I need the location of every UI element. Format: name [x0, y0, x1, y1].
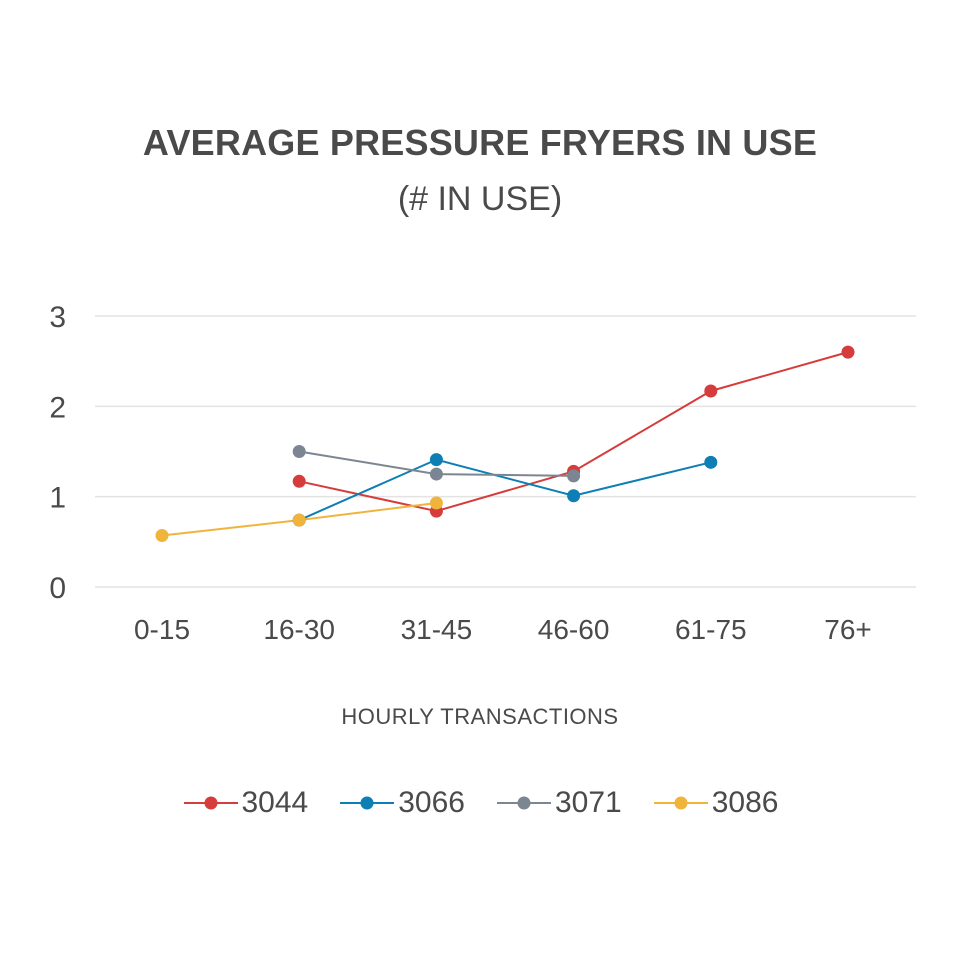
series-line-3044: [298, 351, 849, 513]
x-tick-label: 61-75: [675, 614, 747, 645]
legend-label: 3086: [711, 786, 779, 819]
legend-item-3066: 3066: [338, 786, 465, 820]
legend-marker: [653, 796, 708, 810]
data-point-3071: [292, 445, 306, 458]
y-tick-label: 2: [49, 391, 66, 424]
data-point-3044: [292, 474, 306, 488]
data-point-3066: [429, 453, 443, 467]
legend-label: 3044: [241, 786, 309, 819]
y-tick-label: 1: [49, 482, 66, 515]
x-tick-label: 0-15: [134, 614, 190, 645]
legend-item-3071: 3071: [495, 786, 622, 820]
data-point-3044: [704, 384, 718, 398]
legend-item-3044: 3044: [182, 786, 309, 820]
legend-marker: [340, 796, 395, 810]
data-point-3066: [567, 489, 581, 503]
series-lines: [161, 351, 849, 537]
x-tick-label: 31-45: [401, 614, 473, 645]
data-point-3044: [841, 345, 855, 359]
chart-title: AVERAGE PRESSURE FRYERS IN USE: [142, 122, 818, 163]
legend-label: 3066: [398, 786, 465, 819]
series-points: [155, 345, 855, 543]
y-tick-label: 3: [49, 301, 66, 334]
x-tick-label: 46-60: [538, 614, 610, 645]
legend-marker: [183, 796, 238, 810]
legend-item-3086: 3086: [652, 786, 779, 820]
x-tick-label: 16-30: [263, 614, 335, 645]
grid-lines: [95, 315, 916, 588]
x-tick-label: 76+: [824, 614, 872, 645]
x-tick-labels: 0-15 16-30 31-45 46-60 61-75 76+: [134, 614, 872, 645]
legend-marker: [497, 796, 551, 810]
legend-label: 3071: [555, 786, 622, 819]
data-point-3086: [292, 513, 306, 527]
data-point-3071: [429, 467, 443, 481]
x-axis-label: HOURLY TRANSACTIONS: [341, 704, 619, 729]
chart-subtitle: (# IN USE): [397, 180, 563, 218]
series-line-3066: [298, 458, 712, 522]
legend: 3044 3066 3071 3086: [0, 786, 960, 820]
data-point-3086: [155, 529, 169, 543]
data-point-3066: [704, 455, 718, 469]
data-point-3071: [567, 469, 581, 483]
data-point-3086: [429, 496, 443, 510]
y-tick-label: 0: [49, 572, 66, 605]
y-tick-labels: 0 1 2 3: [49, 301, 66, 605]
